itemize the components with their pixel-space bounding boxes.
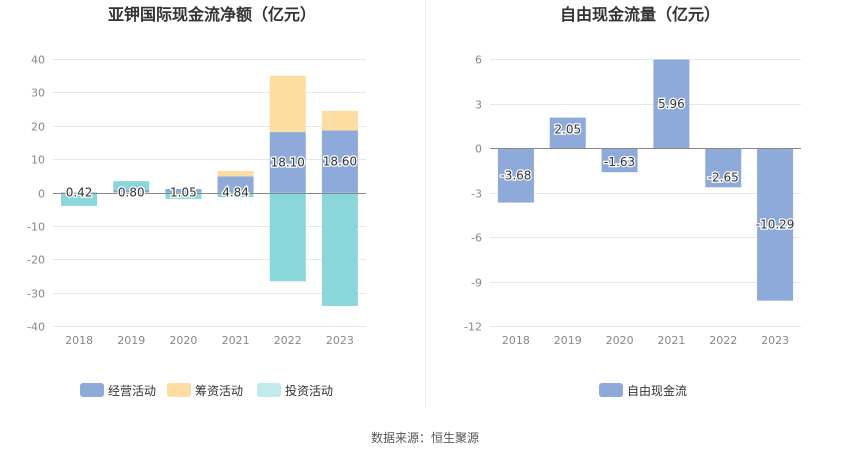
data-source-note: 数据来源：恒生聚源 <box>370 431 479 445</box>
bar-自由现金流-2019 <box>549 117 586 148</box>
y-tick-label: -40 <box>27 321 45 334</box>
y-tick-label: -6 <box>471 232 482 245</box>
x-tick-label: 2019 <box>554 334 582 347</box>
chart-title: 亚钾国际现金流净额（亿元） <box>108 5 316 24</box>
x-tick-label: 2020 <box>606 334 634 347</box>
legend-label: 筹资活动 <box>195 384 243 398</box>
y-tick-label: 20 <box>31 121 45 134</box>
bar-经营活动-2022 <box>269 132 306 193</box>
x-tick-label: 2022 <box>274 334 302 347</box>
chart-title: 自由现金流量（亿元） <box>560 5 720 24</box>
data-label: 4.84 <box>222 186 249 200</box>
bar-经营活动-2023 <box>321 130 358 193</box>
legend-label: 投资活动 <box>285 383 333 398</box>
y-tick-label: -10 <box>27 221 45 234</box>
y-tick-label: 30 <box>31 87 45 100</box>
bar-投资活动-2022 <box>269 192 306 282</box>
bar-投资活动-2020 <box>165 192 202 199</box>
data-label: 5.96 <box>658 97 685 111</box>
data-label: -2.65 <box>708 170 739 184</box>
bar-投资活动-2018 <box>61 193 98 206</box>
y-tick-label: -9 <box>471 277 482 290</box>
data-label: 0.42 <box>66 186 93 200</box>
data-label: -3.68 <box>500 168 531 182</box>
x-tick-label: 2023 <box>326 334 354 347</box>
bar-筹资活动-2022 <box>269 75 306 133</box>
x-tick-label: 2023 <box>761 334 789 347</box>
bar-自由现金流-2020 <box>601 148 638 173</box>
bar-筹资活动-2021 <box>217 171 254 177</box>
data-label: -1.63 <box>604 155 635 169</box>
bar-投资活动-2023 <box>321 192 358 306</box>
data-label: -10.29 <box>756 217 795 231</box>
y-tick-label: 6 <box>475 54 482 67</box>
legend-swatch <box>167 383 191 397</box>
data-label: 18.60 <box>323 154 357 168</box>
y-tick-label: 10 <box>31 154 45 167</box>
legend-label: 自由现金流 <box>627 383 687 398</box>
y-tick-label: 3 <box>475 99 482 112</box>
x-tick-label: 2019 <box>117 334 145 347</box>
data-label: 18.10 <box>271 155 305 169</box>
x-tick-label: 2021 <box>222 334 250 347</box>
data-label: 2.05 <box>554 123 581 137</box>
bar-投资活动-2019 <box>113 181 150 190</box>
chart-1: 亚钾国际现金流净额（亿元） 40 30 20 10 0 -10 -20 -30 -40 0.42 0.… <box>27 5 366 398</box>
bar-经营活动-2020 <box>165 188 202 193</box>
x-tick-label: 2021 <box>657 334 685 347</box>
data-label: 1.05 <box>170 186 197 200</box>
bar-经营活动-2021 <box>217 176 254 193</box>
data-label: 0.80 <box>118 186 145 200</box>
y-tick-label: 0 <box>475 143 482 156</box>
y-tick-label: -20 <box>27 254 45 267</box>
y-tick-label: -3 <box>471 188 482 201</box>
legend-swatch <box>257 383 281 397</box>
bar-自由现金流-2023 <box>757 148 794 301</box>
legend-swatch <box>599 383 623 397</box>
bar-自由现金流-2018 <box>497 148 534 203</box>
x-tick-label: 2018 <box>65 334 93 347</box>
bar-经营活动-2019 <box>113 189 150 193</box>
legend-swatch <box>80 383 104 397</box>
legend-label: 经营活动 <box>108 384 156 398</box>
bar-投资活动-2021 <box>217 192 254 198</box>
chart-2: 自由现金流量（亿元） 6 3 0 -3 -6 -9 -12 -3.68 2.05 -1.63 5.96… <box>464 5 801 398</box>
y-tick-label: 40 <box>31 54 45 67</box>
x-tick-label: 2018 <box>502 334 530 347</box>
bar-自由现金流-2021 <box>653 59 690 148</box>
bar-筹资活动-2023 <box>321 110 358 131</box>
y-tick-label: -12 <box>464 321 482 334</box>
y-tick-label: -30 <box>27 288 45 301</box>
bar-自由现金流-2022 <box>705 148 742 188</box>
x-tick-label: 2020 <box>169 334 197 347</box>
x-tick-label: 2022 <box>709 334 737 347</box>
y-tick-label: 0 <box>38 188 45 201</box>
